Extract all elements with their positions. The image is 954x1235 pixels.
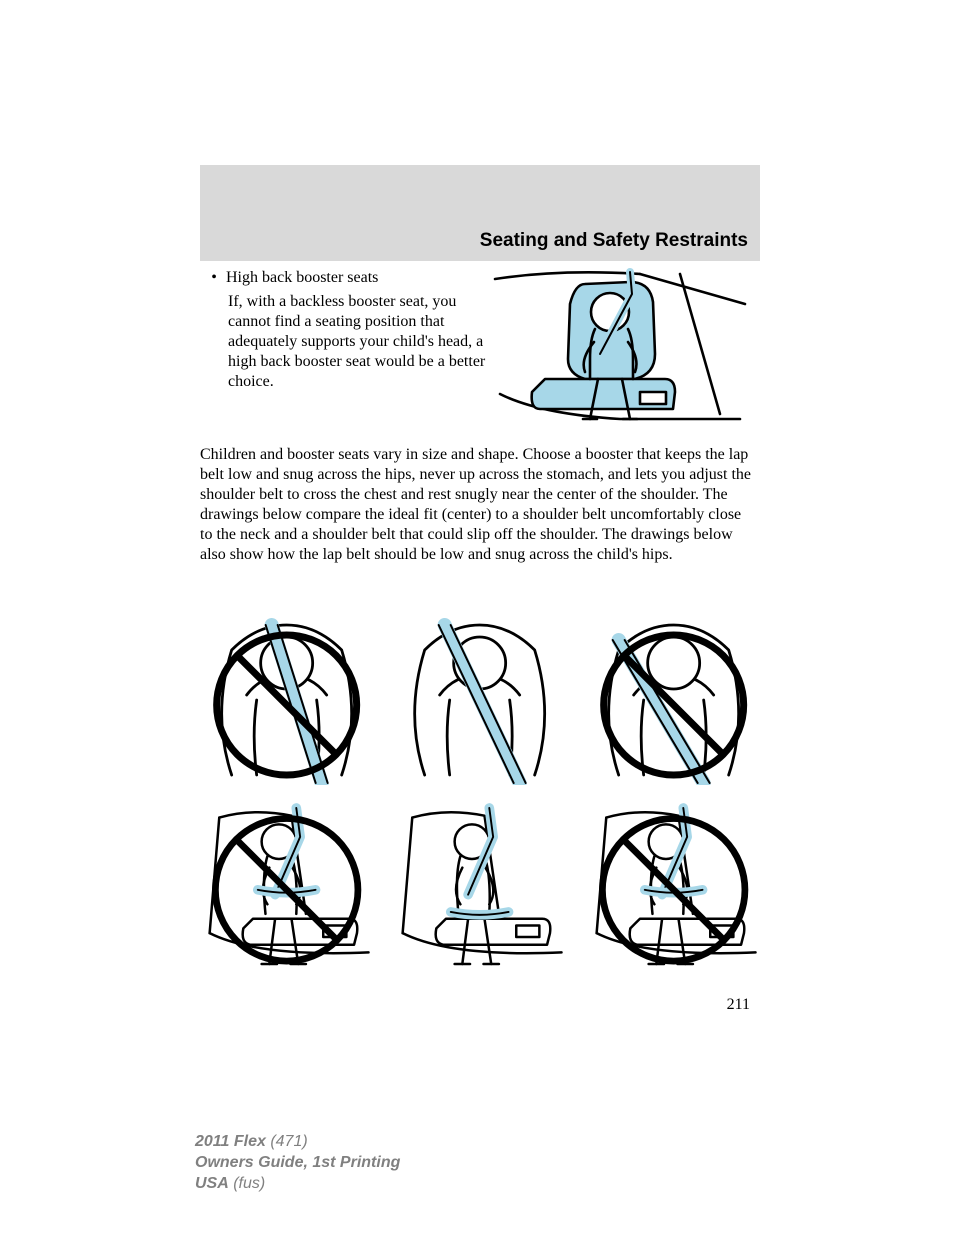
diagram-r1c3 — [587, 615, 760, 785]
diagram-r2c3 — [587, 795, 760, 975]
body-paragraph: Children and booster seats vary in size … — [200, 445, 755, 565]
diagram-r2c1 — [200, 795, 373, 975]
bullet-dot: • — [210, 268, 218, 288]
page: Seating and Safety Restraints • High bac… — [0, 0, 954, 1235]
bullet-body: If, with a backless booster seat, you ca… — [228, 292, 490, 392]
page-number: 211 — [200, 996, 750, 1014]
footer-line-1: 2011 Flex (471) — [195, 1132, 400, 1153]
diagram-grid — [200, 615, 760, 985]
diagram-r2c2 — [393, 795, 566, 975]
diagram-r1c2 — [393, 615, 566, 785]
diagram-r1c1 — [200, 615, 373, 785]
figure-high-back-booster — [490, 264, 750, 429]
footer-line-3: USA (fus) — [195, 1174, 400, 1195]
bullet-heading: High back booster seats — [226, 268, 378, 288]
section-title: Seating and Safety Restraints — [200, 230, 748, 252]
footer: 2011 Flex (471) Owners Guide, 1st Printi… — [195, 1132, 400, 1194]
bullet-block: • High back booster seats If, with a bac… — [210, 268, 490, 392]
footer-line-2: Owners Guide, 1st Printing — [195, 1153, 400, 1174]
